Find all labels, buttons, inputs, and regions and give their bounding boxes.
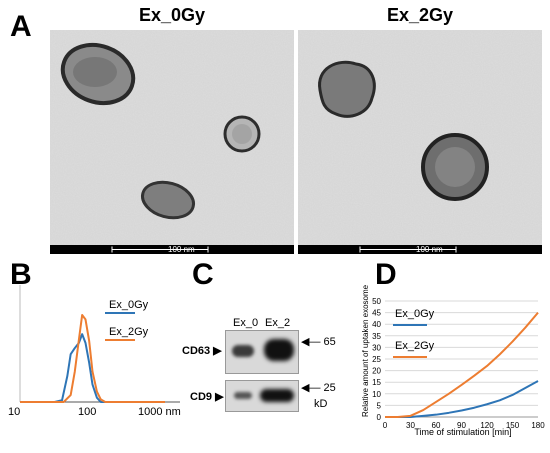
lane-label-ex0: Ex_0 [233,317,259,329]
chart-d-line-ex_0gy [385,380,539,418]
chart-d-xlabel: Time of stimulation [min] [414,427,511,437]
em-texture-left [50,30,294,254]
panel-letter-b: B [10,258,32,291]
em-image-ex0gy: 100 nm [50,30,294,254]
chart-d-ytick: 0 [377,413,382,422]
band-cd63-ex0 [232,345,254,357]
scale-label-left: 100 nm [168,245,195,254]
band-label-cd63: CD63 ▶ [182,345,222,357]
band-cd63-ex2 [264,339,294,361]
chart-b: Ex_0Gy Ex_2Gy 10 100 1000 nm [8,285,181,418]
unit-kd: kD [314,398,328,410]
scale-label-right: 100 nm [416,245,443,254]
chart-d-ytick: 30 [372,343,381,352]
legend-b-label-ex0gy: Ex_0Gy [109,299,149,311]
vesicle-right-2 [421,133,489,201]
chart-d-ytick: 45 [372,309,381,318]
chart-d-ytick: 15 [372,378,381,387]
chart-d-xtick: 120 [480,421,494,430]
band-cd9-ex2 [260,389,294,402]
vesicle-left-3 [141,180,195,220]
panel-letter-a: A [10,10,32,43]
legend-d-label-ex0gy: Ex_0Gy [395,308,435,320]
chart-d-xtick: 150 [506,421,520,430]
em-image-ex2gy: 100 nm [298,30,542,254]
vesicle-right-1 [318,60,376,118]
chart-d-ytick: 35 [372,332,381,341]
scale-bar-right: 100 nm [298,245,542,254]
band-label-cd9: CD9 ▶ [190,391,224,403]
chart-d-xtick: 60 [432,421,441,430]
em-texture-right [298,30,542,254]
em-title-left: Ex_0Gy [138,5,206,25]
lane-label-ex2: Ex_2 [265,317,291,329]
chart-b-tick-100: 100 [78,406,96,418]
chart-d-ylabel: Relative amount of uptaken exosomes [%] [361,285,370,417]
blot-cd9 [225,380,299,412]
band-cd9-ex0 [234,392,252,399]
legend-b-label-ex2gy: Ex_2Gy [109,326,149,338]
chart-d-ytick: 50 [372,297,381,306]
chart-b-line-ex_2gy [20,314,165,403]
vesicle-left-1 [60,42,136,106]
chart-b-tick-1000: 1000 nm [138,406,181,418]
chart-b-tick-10: 10 [8,406,20,418]
marker-25: ◀— 25 [301,382,336,394]
chart-d-xtick: 0 [383,421,388,430]
chart-d-ytick: 20 [372,367,381,376]
marker-65: ◀— 65 [301,336,336,348]
panel-letter-d: D [375,258,397,291]
scale-bar-left: 100 nm [50,245,294,254]
chart-d-xtick: 180 [531,421,545,430]
chart-b-line-ex_0gy [20,333,165,403]
chart-d-ytick: 5 [377,401,382,410]
chart-d-ytick: 25 [372,355,381,364]
chart-d: 0 5 10 15 20 25 30 35 40 45 50 0 30 60 90 120 150 180 Rel… [361,285,545,437]
legend-d-label-ex2gy: Ex_2Gy [395,340,435,352]
blot-cd63 [225,330,299,374]
panel-letter-c: C [192,258,214,291]
chart-d-line-ex_2gy [385,311,539,418]
chart-d-ytick: 10 [372,390,381,399]
vesicle-left-2 [223,115,261,153]
chart-d-xtick: 30 [406,421,415,430]
chart-d-xtick: 90 [457,421,466,430]
chart-d-ytick: 40 [372,320,381,329]
em-title-right: Ex_2Gy [386,5,454,25]
